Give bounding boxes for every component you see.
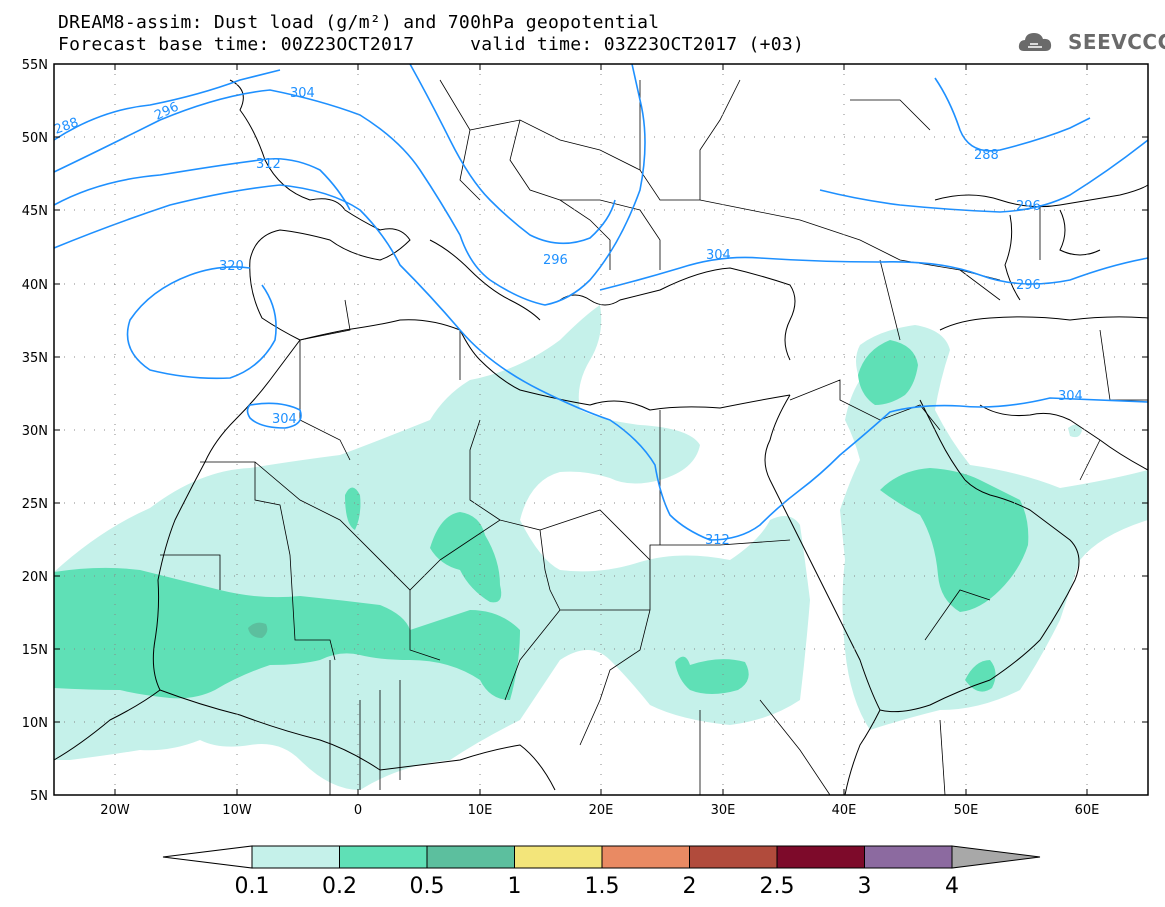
contour-label: 304 — [1058, 389, 1083, 404]
colorbar-label: 1 — [508, 874, 522, 899]
colorbar-bin — [339, 845, 428, 869]
lon-label: 30E — [711, 803, 736, 818]
contour-label: 296 — [1016, 199, 1041, 214]
map-title-line-2: Forecast base time: 00Z23OCT2017 valid t… — [58, 34, 805, 55]
colorbar-label: 4 — [945, 874, 959, 899]
colorbar-bin — [689, 845, 778, 869]
dust-layer-dark — [248, 622, 268, 638]
colorbar — [162, 845, 1041, 869]
lat-label: 35N — [22, 351, 48, 366]
colorbar-bin — [776, 845, 865, 869]
lat-label: 30N — [22, 424, 48, 439]
colorbar-bin — [514, 845, 603, 869]
colorbar-right-arrow — [951, 845, 1041, 869]
colorbar-bin — [251, 845, 340, 869]
contour-label: 304 — [706, 248, 731, 263]
lat-label: 20N — [22, 570, 48, 585]
map-area: 288 296 304 312 312 320 296 296 304 288 … — [52, 63, 1149, 796]
colorbar-bin — [601, 845, 690, 869]
lat-label: 25N — [22, 497, 48, 512]
contour-label: 296 — [543, 253, 568, 268]
contour-label: 288 — [974, 148, 999, 163]
cloud-logo-icon — [1018, 33, 1052, 51]
lat-label: 40N — [22, 278, 48, 293]
lat-label: 45N — [22, 204, 48, 219]
lon-label: 10E — [468, 803, 493, 818]
lon-label: 10W — [222, 803, 252, 818]
lon-label: 50E — [954, 803, 979, 818]
lon-label: 20E — [589, 803, 614, 818]
contour-label: 312 — [256, 157, 281, 172]
logo-text: SEEVCCC — [1068, 30, 1165, 54]
axis-ticks — [54, 63, 1148, 796]
contour-label: 296 — [1016, 278, 1041, 293]
colorbar-bin — [426, 845, 515, 869]
lon-label: 40E — [832, 803, 857, 818]
lat-label: 5N — [30, 789, 48, 804]
lon-label: 0 — [354, 803, 362, 818]
contour-label: 304 — [290, 86, 315, 101]
latitude-labels: 55N 50N 45N 40N 35N 30N 25N 20N 15N 10N … — [22, 58, 48, 804]
coastlines — [53, 79, 1149, 796]
lat-label: 15N — [22, 643, 48, 658]
contour-labels: 288 296 304 312 312 320 296 296 304 288 … — [52, 86, 1083, 548]
lat-label: 55N — [22, 58, 48, 73]
colorbar-label: 1.5 — [585, 874, 620, 899]
contour-label: 320 — [219, 259, 244, 274]
lat-label: 50N — [22, 131, 48, 146]
contour-label: 304 — [272, 412, 297, 427]
longitude-labels: 20W 10W 0 10E 20E 30E 40E 50E 60E — [100, 803, 1099, 818]
colorbar-labels: 0.1 0.2 0.5 1 1.5 2 2.5 3 4 — [235, 874, 960, 899]
colorbar-bin — [864, 845, 953, 869]
colorbar-label: 0.2 — [322, 874, 357, 899]
colorbar-label: 2.5 — [760, 874, 795, 899]
lat-label: 10N — [22, 716, 48, 731]
dust-layer-medium — [54, 340, 1029, 700]
borders — [160, 79, 1148, 796]
contour-label: 312 — [705, 533, 730, 548]
map-title-line-1: DREAM8-assim: Dust load (g/m²) and 700hP… — [58, 12, 660, 33]
colorbar-left-arrow — [162, 845, 253, 869]
colorbar-label: 3 — [858, 874, 872, 899]
lon-label: 60E — [1075, 803, 1100, 818]
colorbar-label: 2 — [683, 874, 697, 899]
colorbar-label: 0.5 — [410, 874, 445, 899]
colorbar-label: 0.1 — [235, 874, 270, 899]
lon-label: 20W — [100, 803, 130, 818]
geopotential-contours — [53, 63, 1149, 541]
